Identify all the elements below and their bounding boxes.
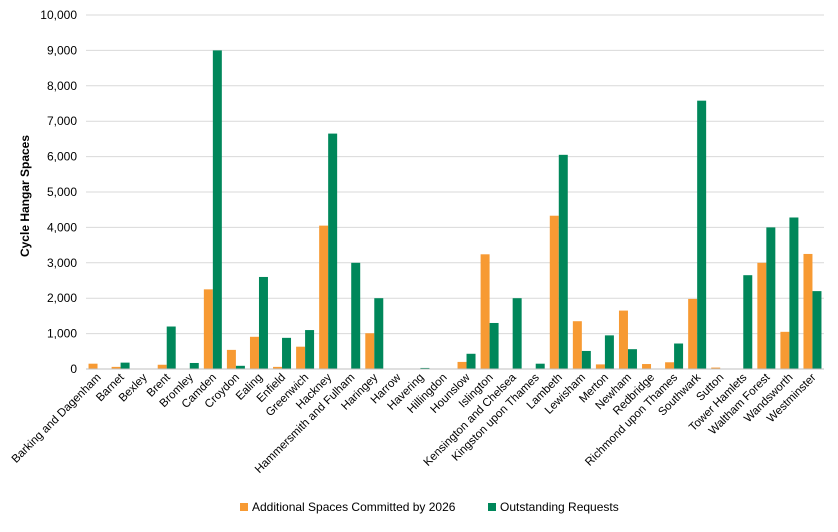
bar-committed	[665, 362, 675, 369]
y-axis-ticks: 0 1,000 2,000 3,000 4,000 5,000 6,000 7,000 8,00…	[40, 8, 77, 376]
bar-committed	[296, 346, 306, 369]
bar-outstanding	[512, 298, 522, 369]
bar-outstanding	[743, 275, 753, 369]
y-tick-label: 7,000	[47, 114, 77, 128]
bar-committed	[572, 321, 582, 369]
legend: Additional Spaces Committed by 2026 Outst…	[240, 500, 619, 514]
bar-outstanding	[558, 154, 568, 369]
legend-swatch	[240, 503, 248, 511]
bar-outstanding	[789, 217, 799, 369]
bar-outstanding	[766, 227, 776, 369]
bar-outstanding	[374, 298, 384, 369]
bar-outstanding	[420, 367, 430, 369]
bar-committed	[711, 367, 721, 369]
y-tick-label: 1,000	[47, 327, 77, 341]
bar-committed	[273, 366, 283, 369]
bar-outstanding	[328, 133, 338, 369]
bar-committed	[642, 364, 652, 369]
bar-outstanding	[305, 330, 315, 369]
bar-committed	[803, 253, 813, 369]
legend-label: Additional Spaces Committed by 2026	[252, 500, 456, 514]
bar-outstanding	[189, 362, 199, 369]
bar-outstanding	[674, 343, 684, 369]
bar-outstanding	[166, 326, 176, 369]
bar-outstanding	[351, 262, 361, 369]
bar-outstanding	[466, 353, 476, 369]
bar-committed	[780, 331, 790, 369]
bar-committed	[595, 364, 605, 369]
y-axis-title: Cycle Hangar Spaces	[18, 135, 32, 257]
bar-committed	[549, 215, 559, 369]
bar-outstanding	[489, 322, 499, 369]
bar-outstanding	[627, 349, 637, 369]
bar-outstanding	[812, 291, 822, 369]
bar-outstanding	[120, 362, 130, 369]
bar-outstanding	[282, 337, 292, 369]
gridlines	[86, 14, 824, 335]
x-category-label: Barking and Dagenham	[10, 372, 104, 466]
y-tick-label: 0	[70, 362, 77, 376]
bar-outstanding	[258, 276, 268, 369]
bar-committed	[688, 298, 698, 369]
bar-committed	[618, 310, 628, 369]
bar-committed	[480, 254, 490, 369]
bar-committed	[88, 363, 98, 369]
bar-outstanding	[535, 363, 545, 369]
bar-outstanding	[697, 100, 707, 370]
bar-committed	[365, 333, 375, 369]
legend-label: Outstanding Requests	[500, 500, 619, 514]
x-axis-category-labels: Barking and DagenhamBarnetBexleyBrentBro…	[10, 371, 819, 476]
y-tick-label: 8,000	[47, 79, 77, 93]
bar-outstanding	[235, 365, 245, 369]
y-tick-label: 4,000	[47, 220, 77, 234]
bar-committed	[111, 366, 121, 369]
y-tick-label: 10,000	[40, 8, 77, 22]
bar-committed	[249, 336, 259, 369]
bar-committed	[757, 262, 767, 369]
y-tick-label: 9,000	[47, 43, 77, 57]
legend-swatch	[488, 503, 496, 511]
bars	[88, 50, 822, 370]
bar-committed	[226, 349, 236, 369]
y-tick-label: 6,000	[47, 150, 77, 164]
y-tick-label: 5,000	[47, 185, 77, 199]
bar-committed	[457, 361, 467, 369]
bar-outstanding	[604, 335, 614, 369]
bar-committed	[157, 364, 167, 369]
y-tick-label: 3,000	[47, 256, 77, 270]
bar-committed	[203, 289, 213, 369]
bar-committed	[319, 225, 329, 369]
bar-outstanding	[581, 350, 591, 369]
bar-outstanding	[212, 50, 222, 370]
y-tick-label: 2,000	[47, 291, 77, 305]
